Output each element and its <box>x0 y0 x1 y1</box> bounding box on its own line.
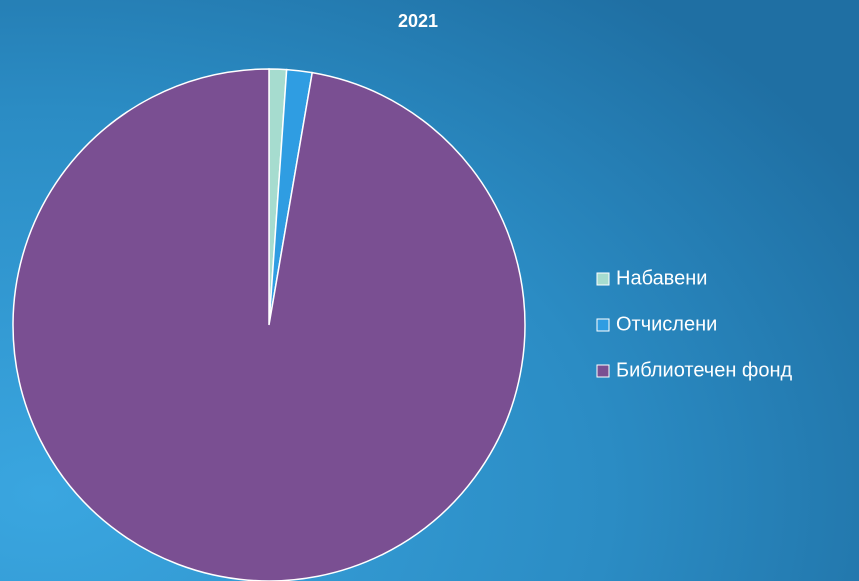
legend-swatch <box>596 364 610 378</box>
legend-label: Набавени <box>616 267 707 289</box>
legend-swatch <box>596 318 610 332</box>
legend-label: Отчислени <box>616 313 717 335</box>
pie-slice <box>12 68 526 581</box>
legend-swatch <box>596 272 610 286</box>
legend-label: Библиотечен фонд <box>616 359 793 381</box>
chart-title: 2021 <box>398 11 438 31</box>
